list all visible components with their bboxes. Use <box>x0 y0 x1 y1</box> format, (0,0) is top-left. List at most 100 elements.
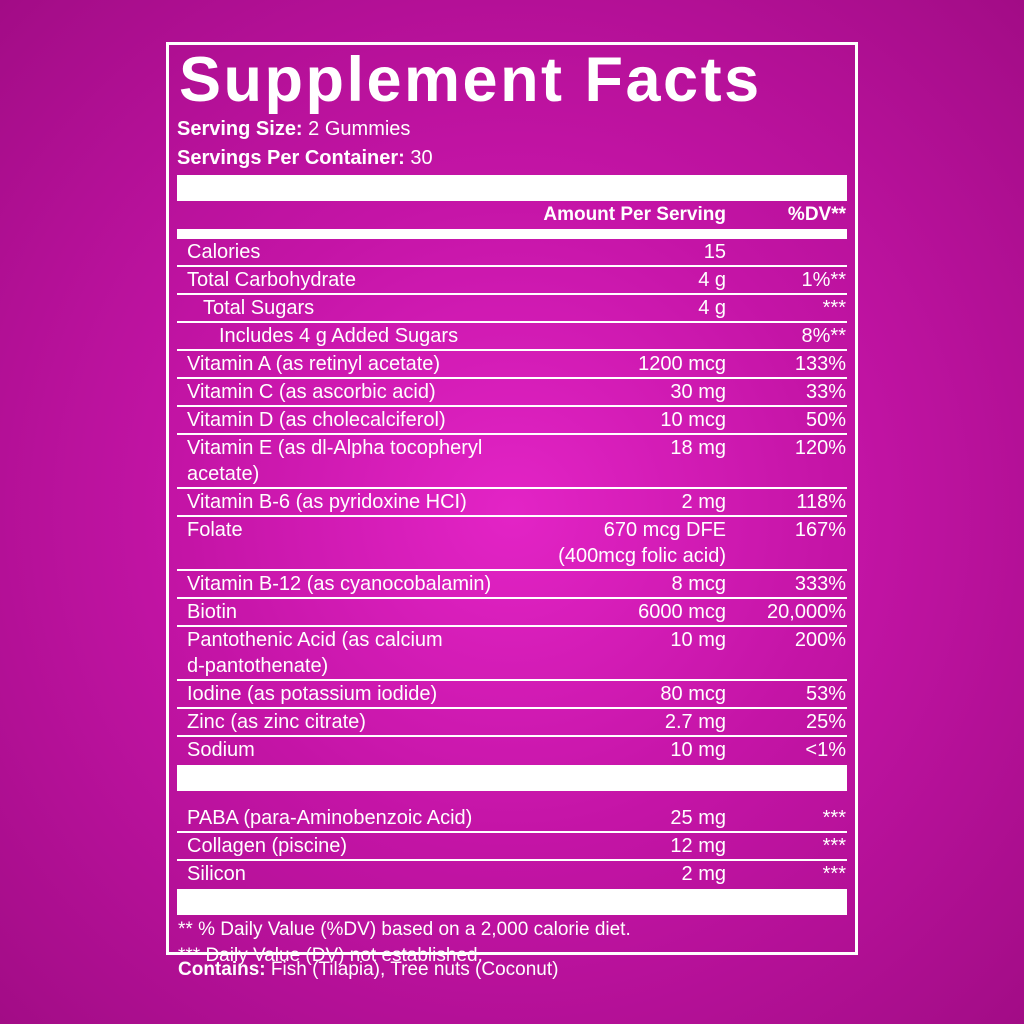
amount-line: 670 mcg DFE <box>603 519 726 541</box>
nutrient-name: PABA (para-Aminobenzoic Acid) <box>187 807 473 829</box>
nutrient-row: Iodine (as potassium iodide) 80 mcg 53% <box>177 681 847 709</box>
amount: 18 mg <box>670 437 726 459</box>
footnote: ** % Daily Value (%DV) based on a 2,000 … <box>178 919 631 940</box>
divider <box>177 765 847 791</box>
amount: 6000 mcg <box>638 601 726 623</box>
amount: 670 mcg DFE (400mcg folic acid) <box>526 517 726 569</box>
nutrient-row: Calories 15 <box>177 239 847 267</box>
nutrient-name: Vitamin E (as dl-Alpha tocopheryl acetat… <box>187 437 483 485</box>
label: Serving Size: <box>177 118 303 140</box>
nutrient-row: Sodium 10 mg <1% <box>177 737 847 763</box>
amount: 30 mg <box>670 381 726 403</box>
divider <box>177 229 847 239</box>
divider <box>177 889 847 915</box>
nutrient-row: PABA (para-Aminobenzoic Acid) 25 mg *** <box>177 805 847 833</box>
amount: 4 g <box>698 269 726 291</box>
label: Servings Per Container: <box>177 147 405 169</box>
nutrient-name: Vitamin C (as ascorbic acid) <box>187 381 436 403</box>
daily-value <box>726 239 847 265</box>
daily-value: <1% <box>805 739 846 761</box>
nutrient-row: Vitamin B-6 (as pyridoxine HCI) 2 mg 118% <box>177 489 847 517</box>
daily-value: 25% <box>805 711 846 733</box>
nutrient-row: Folate 670 mcg DFE (400mcg folic acid) 167% <box>177 517 847 571</box>
column-header: Amount Per Serving %DV** <box>177 201 847 229</box>
amount: 8 mcg <box>671 573 726 595</box>
nutrient-row: Zinc (as zinc citrate) 2.7 mg 25% <box>177 709 847 737</box>
nutrient-row: Includes 4 g Added Sugars 8%** <box>177 323 847 351</box>
daily-value: 20,000% <box>767 601 846 623</box>
daily-value: *** <box>822 835 846 857</box>
value: 2 Gummies <box>308 118 411 140</box>
amount: 10 mg <box>670 629 726 651</box>
nutrient-row: Vitamin B-12 (as cyanocobalamin) 8 mcg 333… <box>177 571 847 599</box>
nutrient-row: Vitamin E (as dl-Alpha tocopheryl acetat… <box>177 435 847 489</box>
nutrient-name-line: d-pantothenate) <box>187 655 329 677</box>
nutrient-name: Vitamin A (as retinyl acetate) <box>187 353 441 375</box>
nutrient-name: Vitamin B-6 (as pyridoxine HCI) <box>187 491 467 513</box>
daily-value: 1%** <box>801 269 846 291</box>
nutrient-name: Zinc (as zinc citrate) <box>187 711 366 733</box>
nutrient-row: Silicon 2 mg *** <box>177 861 847 887</box>
nutrient-name: Sodium <box>187 739 255 761</box>
nutrient-table: Calories 15 Total Carbohydrate 4 g 1%** Total… <box>169 239 855 887</box>
amount: 15 <box>703 241 726 263</box>
amount-line: (400mcg folic acid) <box>558 545 726 567</box>
nutrient-name: Iodine (as potassium iodide) <box>187 683 438 705</box>
nutrient-name: Collagen (piscine) <box>187 835 348 857</box>
nutrient-name: Vitamin D (as cholecalciferol) <box>187 409 446 431</box>
daily-value: 133% <box>794 353 846 375</box>
daily-value: 33% <box>805 381 846 403</box>
daily-value: 53% <box>805 683 846 705</box>
amount: 2 mg <box>681 491 726 513</box>
daily-value: 333% <box>794 573 846 595</box>
daily-value: 120% <box>794 437 846 459</box>
nutrient-row: Total Sugars 4 g *** <box>177 295 847 323</box>
dv-header: %DV** <box>787 204 846 225</box>
nutrient-name: Total Carbohydrate <box>187 269 356 291</box>
servings-per-container: Servings Per Container: 30 <box>177 144 855 173</box>
nutrient-name-line: Pantothenic Acid (as calcium <box>187 629 443 651</box>
amount: 2.7 mg <box>664 711 726 733</box>
amount <box>526 323 726 349</box>
nutrient-row: Biotin 6000 mcg 20,000% <box>177 599 847 627</box>
nutrient-row: Vitamin C (as ascorbic acid) 30 mg 33% <box>177 379 847 407</box>
amount: 80 mcg <box>660 683 726 705</box>
serving-size: Serving Size: 2 Gummies <box>177 115 855 144</box>
daily-value: *** <box>822 807 846 829</box>
nutrient-name: Total Sugars <box>203 297 315 319</box>
value: Fish (Tilapia), Tree nuts (Coconut) <box>270 959 559 980</box>
nutrient-name: Pantothenic Acid (as calcium d-pantothena… <box>177 627 526 679</box>
nutrient-row: Vitamin D (as cholecalciferol) 10 mcg 50% <box>177 407 847 435</box>
nutrient-row: Collagen (piscine) 12 mg *** <box>177 833 847 861</box>
facts-panel: Supplement Facts Serving Size: 2 Gummies… <box>166 42 858 966</box>
nutrient-name: Calories <box>187 241 261 263</box>
daily-value: 200% <box>794 629 846 651</box>
divider <box>177 175 847 201</box>
title: Supplement Facts <box>179 45 762 115</box>
amount: 4 g <box>698 297 726 319</box>
nutrient-name: Includes 4 g Added Sugars <box>219 325 459 347</box>
nutrient-row: Total Carbohydrate 4 g 1%** <box>177 267 847 295</box>
footnote: *** Daily Value (DV) not established. <box>178 945 483 966</box>
nutrient-row: Vitamin A (as retinyl acetate) 1200 mcg 13… <box>177 351 847 379</box>
nutrient-name: Silicon <box>187 863 246 885</box>
amount: 25 mg <box>670 807 726 829</box>
daily-value: 118% <box>796 491 846 513</box>
daily-value: 167% <box>794 519 846 541</box>
nutrient-name: Biotin <box>187 601 238 623</box>
amount: 10 mg <box>670 739 726 761</box>
nutrient-row: Pantothenic Acid (as calcium d-pantothena… <box>177 627 847 681</box>
amount-header: Amount Per Serving <box>543 204 726 225</box>
amount: 12 mg <box>670 835 726 857</box>
amount: 1200 mcg <box>638 353 726 375</box>
amount: 2 mg <box>681 863 726 885</box>
daily-value: 8%** <box>801 325 846 347</box>
label: Contains: <box>178 959 266 980</box>
contains: Contains: Fish (Tilapia), Tree nuts (Coc… <box>178 956 558 984</box>
nutrient-name: Vitamin B-12 (as cyanocobalamin) <box>187 573 492 595</box>
value: 30 <box>410 147 433 169</box>
daily-value: 50% <box>805 409 846 431</box>
nutrient-name: Folate <box>187 519 243 541</box>
daily-value: *** <box>822 297 846 319</box>
